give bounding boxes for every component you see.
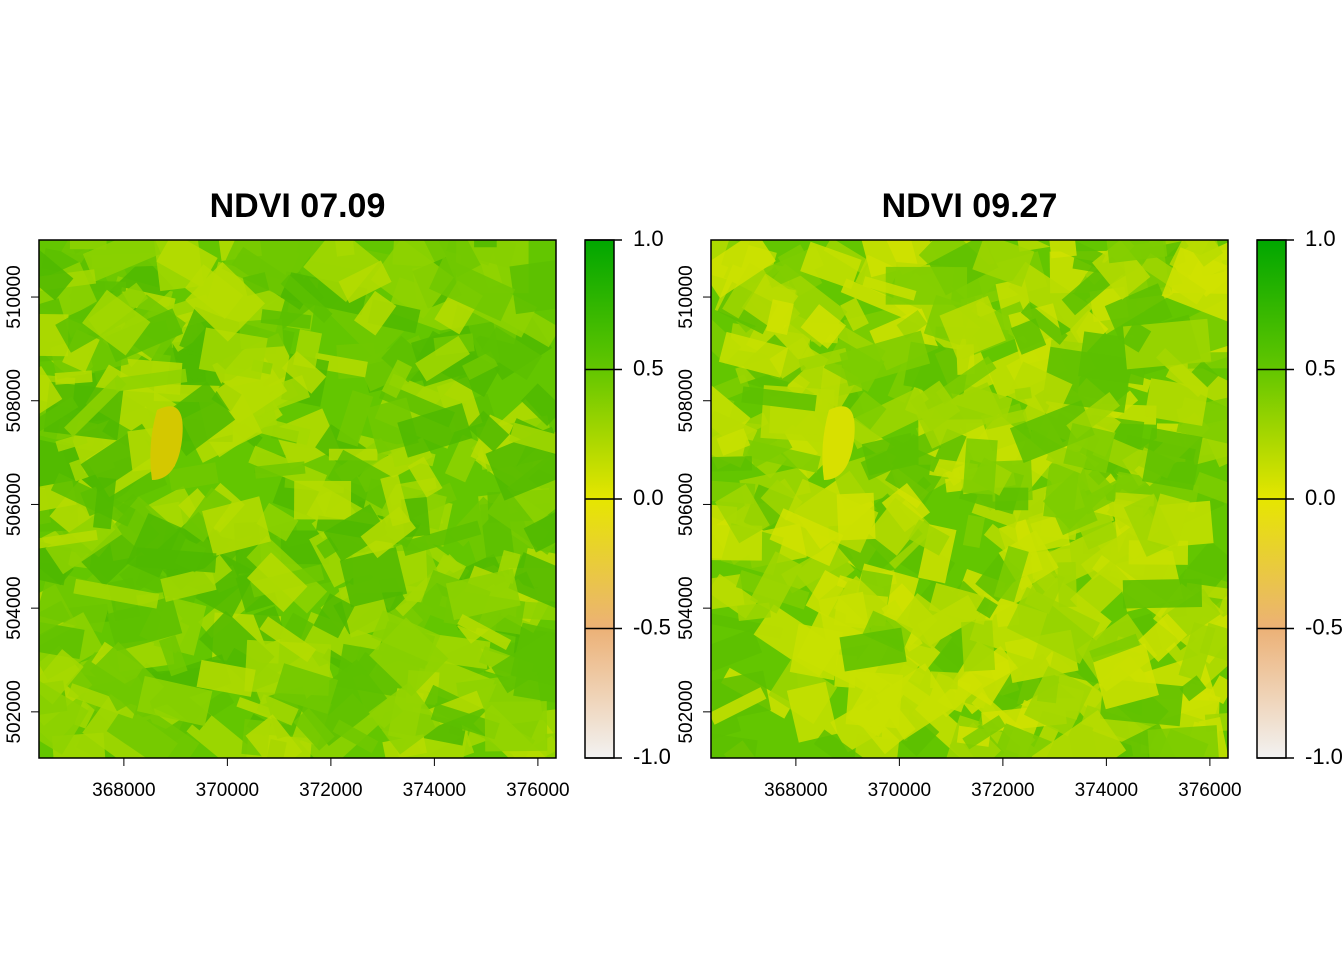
raster-image — [39, 240, 556, 758]
y-tick-label: 506000 — [676, 473, 697, 536]
colorbar-tick-label: -1.0 — [633, 744, 671, 769]
y-tick-label: 508000 — [4, 369, 25, 432]
x-tick-label: 374000 — [1075, 780, 1138, 801]
colorbar-tick-label: 0.5 — [633, 355, 664, 380]
y-tick-label: 502000 — [676, 680, 697, 743]
panel-title: NDVI 07.09 — [210, 187, 386, 225]
plot-frame — [38, 239, 557, 759]
colorbar-tick-label: 0.0 — [1305, 485, 1336, 510]
colorbar-tick-label: -0.5 — [1305, 614, 1343, 639]
colorbar-tick-label: 0.0 — [633, 485, 664, 510]
y-tick-label: 506000 — [4, 473, 25, 536]
y-tick-label: 504000 — [4, 576, 25, 639]
colorbar-tick-label: 0.5 — [1305, 355, 1336, 380]
x-tick-label: 372000 — [299, 780, 362, 801]
x-tick-label: 376000 — [506, 780, 569, 801]
y-tick-label: 504000 — [676, 576, 697, 639]
x-tick-label: 372000 — [971, 780, 1034, 801]
x-tick-label: 370000 — [868, 780, 931, 801]
y-tick-label: 502000 — [4, 680, 25, 743]
plot-frame — [710, 239, 1229, 759]
x-tick-label: 374000 — [403, 780, 466, 801]
panel-title: NDVI 09.27 — [882, 187, 1058, 225]
colorbar-tick-label: 1.0 — [633, 226, 664, 251]
colorbar-tick-label: -0.5 — [633, 614, 671, 639]
x-tick-label: 368000 — [92, 780, 155, 801]
y-tick-label: 510000 — [676, 265, 697, 328]
y-tick-label: 510000 — [4, 265, 25, 328]
y-tick-label: 508000 — [676, 369, 697, 432]
raster-image — [711, 240, 1228, 758]
colorbar-tick-label: 1.0 — [1305, 226, 1336, 251]
x-tick-label: 370000 — [196, 780, 259, 801]
x-tick-label: 368000 — [764, 780, 827, 801]
colorbar-tick-label: -1.0 — [1305, 744, 1343, 769]
x-tick-label: 376000 — [1178, 780, 1241, 801]
